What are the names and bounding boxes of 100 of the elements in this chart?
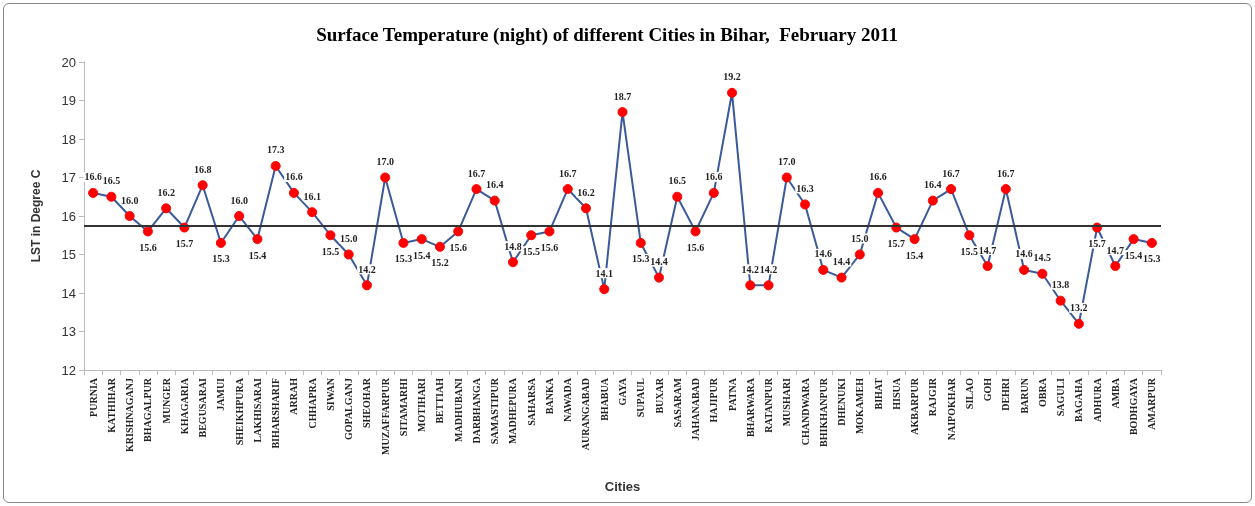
x-tick-label: MOTIHARI (416, 377, 428, 432)
y-axis-title: LST in Degree C (29, 169, 43, 263)
data-label: 16.1 (303, 190, 321, 202)
x-tick-label: ARRAH (288, 377, 300, 415)
data-label: 16.7 (997, 167, 1015, 179)
data-label: 14.4 (832, 256, 851, 268)
data-label: 16.6 (869, 171, 887, 183)
x-tick-label: SIWAN (324, 377, 336, 411)
data-label: 14.6 (1015, 248, 1033, 260)
x-tick-label: SHEOHAR (361, 377, 373, 429)
data-label: 16.6 (84, 171, 102, 183)
data-label: 15.4 (905, 249, 924, 261)
data-label: 15.0 (339, 233, 358, 244)
x-tick-label: KRISHNAGANJ (124, 378, 136, 452)
data-label: 14.2 (759, 263, 778, 275)
x-tick-label: AMARPUR (1146, 377, 1158, 430)
x-tick-label: BARUN (1018, 377, 1030, 414)
x-tick-label: MUNGER (160, 377, 172, 424)
x-tick-label: GOH (982, 377, 994, 402)
x-tick-label: NAIPOKHAR (945, 377, 957, 441)
x-tick-label: SITAMARHI (397, 377, 409, 437)
x-tick-label: CHHAPRA (306, 377, 318, 429)
data-label: 15.3 (212, 253, 230, 265)
x-tick-label: ADHURA (1091, 377, 1103, 422)
data-label: 14.7 (978, 244, 997, 256)
y-tick-label: 13 (61, 324, 76, 339)
data-label: 19.2 (723, 71, 741, 83)
x-tick-label: GAYA (617, 377, 628, 406)
x-tick-label: BHAGALPUR (142, 377, 154, 442)
data-label: 16.3 (796, 182, 814, 194)
data-label: 14.5 (1033, 252, 1052, 264)
x-tick-label: BHABUA (598, 377, 610, 421)
x-tick-label: JAHANABAD (690, 378, 702, 441)
data-label: 16.2 (577, 186, 595, 198)
x-tick-label: OBRA (1036, 377, 1048, 407)
x-tick-label: SHEIKHPURA (233, 377, 245, 446)
x-tick-label: DARBHANGA (470, 377, 482, 444)
data-label: 13.8 (1051, 279, 1070, 291)
x-tick-label: DEHRI (1000, 377, 1012, 411)
x-tick-label: MUSHARI (781, 377, 793, 427)
x-tick-label: SASARAM (671, 377, 683, 428)
x-tick-label: BODHGAYA (1128, 377, 1140, 436)
data-label: 16.7 (558, 167, 577, 179)
x-tick-label: MUZAFFARPUR (379, 377, 391, 456)
y-tick-label: 18 (61, 131, 76, 147)
data-label: 16.7 (942, 167, 960, 179)
data-label: 15.6 (540, 241, 559, 253)
data-label: 16.5 (102, 175, 121, 187)
x-tick-label: SAHARSA (525, 377, 537, 426)
y-tick-label: 17 (61, 170, 76, 185)
x-tick-label: BIHARSHARIF (270, 378, 282, 449)
data-label: 15.4 (1124, 249, 1143, 261)
data-label: 16.6 (705, 171, 723, 183)
x-tick-label: BEGUSARAI (197, 377, 209, 438)
data-label: 15.7 (1088, 238, 1106, 250)
x-tick-label: RAJGIR (927, 377, 939, 417)
data-label: 16.2 (157, 186, 175, 198)
x-tick-label: MADHEPURA (507, 377, 519, 445)
data-label: 16.0 (120, 194, 139, 206)
data-label: 14.1 (595, 267, 613, 279)
x-tick-label: AKBARPUR (909, 377, 921, 435)
y-tick-label: 14 (61, 285, 76, 301)
x-tick-label: MOKAMEH (854, 377, 866, 435)
x-tick-label: CHANDWARA (799, 377, 811, 446)
data-label: 15.7 (175, 238, 194, 250)
data-label: 14.2 (741, 263, 760, 275)
x-tick-label: GOPALGANJ (343, 378, 355, 441)
x-tick-label: SUPAUL (635, 377, 647, 418)
chart-title: Surface Temperature (night) of different Cities in Bihar, February 2011 (316, 24, 898, 46)
data-label: 16.4 (485, 179, 504, 191)
data-label: 17.3 (266, 144, 285, 156)
x-tick-label: BHIKHANPUR (817, 377, 829, 447)
x-tick-label: SILAO (963, 377, 975, 410)
data-label: 15.5 (522, 245, 540, 257)
y-tick-label: 12 (61, 362, 76, 378)
x-tick-label: BIHAT (872, 377, 884, 410)
data-label: 15.0 (851, 233, 869, 244)
x-tick-label: KHAGARIA (178, 377, 190, 435)
x-tick-label: DHENUKI (836, 377, 848, 426)
x-tick-label: PATNA (726, 377, 738, 411)
x-tick-label: BHARWARA (744, 377, 756, 438)
y-tick-label: 15 (61, 247, 76, 262)
x-tick-label: BAGAHA (1073, 377, 1085, 422)
data-label: 16.5 (668, 175, 687, 187)
x-tick-label: NAWADA (562, 377, 574, 422)
data-label: 14.4 (650, 256, 668, 268)
x-tick-label: LAKHISARAI (251, 377, 263, 443)
data-label: 16.4 (924, 179, 942, 191)
data-label: 16.7 (467, 167, 486, 179)
data-label: 16.0 (230, 194, 248, 206)
data-label: 15.3 (394, 253, 413, 265)
x-tick-label: BETTIAH (434, 377, 446, 424)
x-tick-label: BUXAR (653, 377, 665, 414)
x-tick-label: PURNIA (87, 377, 99, 417)
data-label: 14.7 (1106, 244, 1125, 256)
data-label: 14.8 (504, 240, 522, 252)
x-tick-label: AMBA (1109, 377, 1121, 409)
data-label: 15.4 (412, 249, 431, 261)
data-label: 15.4 (248, 249, 267, 261)
data-label: 15.2 (431, 257, 449, 269)
